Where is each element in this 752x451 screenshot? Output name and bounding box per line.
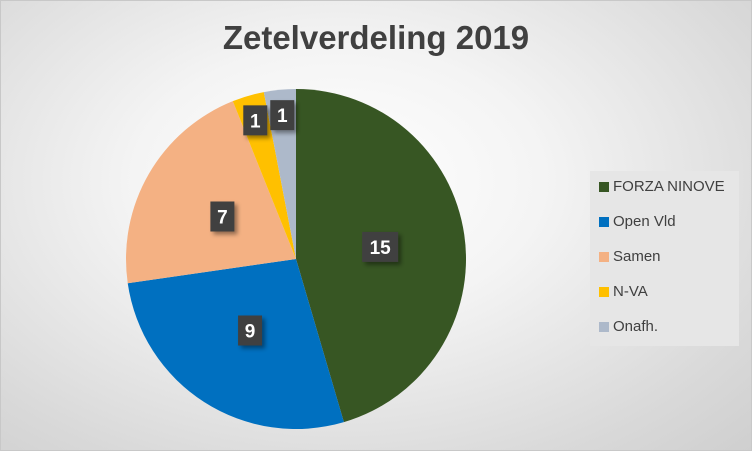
data-label: 9 <box>238 315 263 346</box>
legend-item: Open Vld <box>599 213 676 230</box>
data-label: 7 <box>210 201 235 232</box>
data-label: 1 <box>243 105 268 136</box>
data-label-text: 1 <box>277 106 288 127</box>
pie-slice-onafh- <box>263 89 296 259</box>
data-label-text: 15 <box>370 238 392 259</box>
legend-item: Samen <box>599 248 661 265</box>
data-label-text: 1 <box>250 111 261 132</box>
legend-swatch <box>599 181 609 192</box>
legend: FORZA NINOVE Open Vld Samen N-VA Onafh. <box>590 171 739 346</box>
legend-swatch <box>599 321 609 332</box>
data-label: 1 <box>270 100 295 131</box>
data-label: 15 <box>362 231 399 262</box>
legend-swatch <box>599 286 609 297</box>
data-label-box <box>210 201 235 232</box>
legend-label: Open Vld <box>613 213 676 230</box>
legend-label: Samen <box>613 248 661 265</box>
pie-slice-open-vld <box>127 259 344 429</box>
legend-label: FORZA NINOVE <box>613 178 725 195</box>
legend-item: FORZA NINOVE <box>599 178 725 195</box>
data-label-box <box>238 315 263 346</box>
data-label-text: 9 <box>245 322 256 343</box>
legend-label: Onafh. <box>613 318 659 335</box>
legend-swatch <box>599 216 609 227</box>
legend-item: Onafh. <box>599 318 658 335</box>
legend-label: N-VA <box>613 283 648 300</box>
data-label-text: 7 <box>217 208 228 229</box>
legend-swatch <box>599 251 609 262</box>
legend-item: N-VA <box>599 283 648 300</box>
data-label-box <box>243 105 268 136</box>
data-label-box <box>270 100 295 131</box>
data-label-box <box>362 231 399 262</box>
chart-title: Zetelverdeling 2019 <box>222 19 530 56</box>
pie-slice-samen <box>126 101 297 284</box>
